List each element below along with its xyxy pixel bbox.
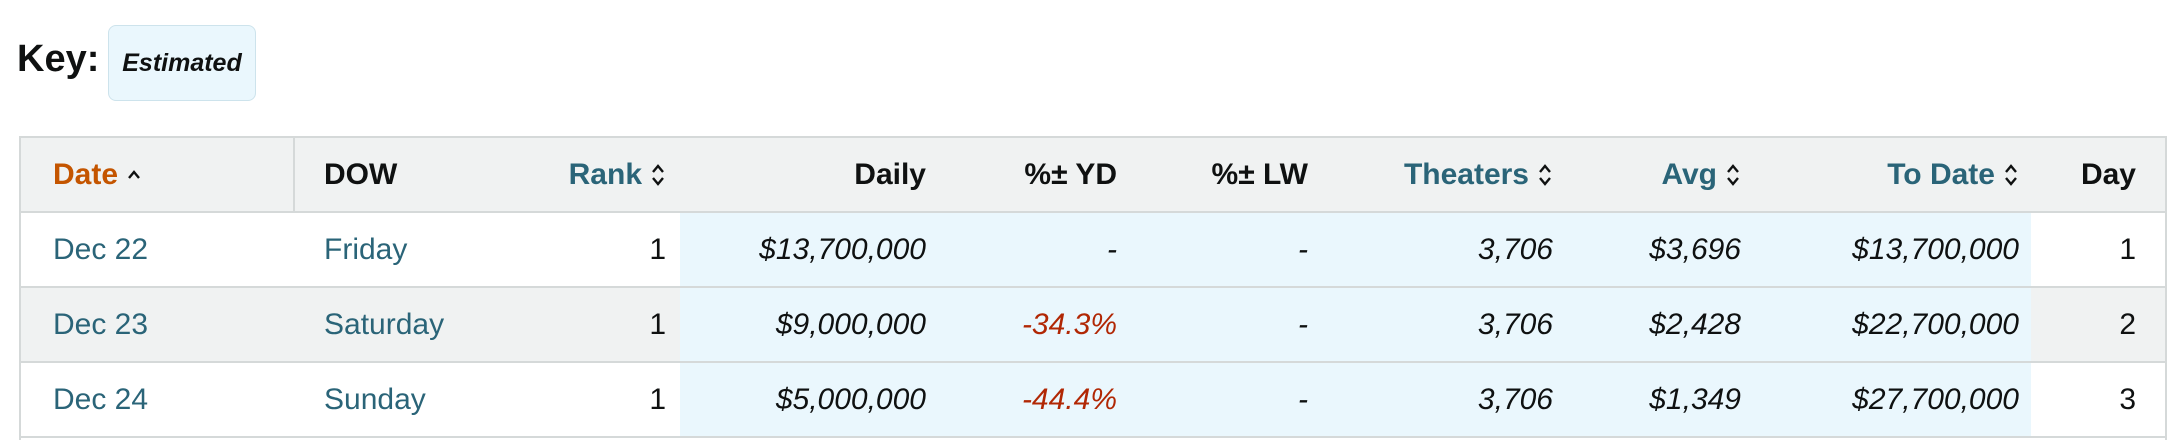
header-text[interactable]: Theaters xyxy=(1403,157,1529,191)
column-header[interactable]: Avg xyxy=(1661,138,1741,211)
table-cell: 1 xyxy=(649,232,666,266)
sort-icon[interactable] xyxy=(650,163,666,187)
header-text[interactable]: Avg xyxy=(1661,157,1717,191)
table-cell[interactable]: Dec 23 xyxy=(53,307,149,341)
highlight xyxy=(680,363,2031,436)
key-label: Key: xyxy=(17,38,100,80)
sort-icon[interactable] xyxy=(1725,163,1741,187)
table-cell: 1 xyxy=(649,307,666,341)
table-row: Dec 23 Saturday 1 $9,000,000 -34.3% - 3,706 $2,… xyxy=(21,288,2165,363)
table-cell: -44.4% xyxy=(1021,382,1117,416)
header-text: Daily xyxy=(854,157,926,191)
column-header: DOW xyxy=(324,138,397,211)
table-cell: $22,700,000 xyxy=(1852,307,2019,341)
table-cell: $13,700,000 xyxy=(759,232,926,266)
header-text[interactable]: Rank xyxy=(568,157,642,191)
table-row: Dec 22 Friday 1 $13,700,000 - - 3,706 $3,696 $13… xyxy=(21,213,2165,288)
table-cell: 2 xyxy=(2119,307,2136,341)
table-cell: $9,000,000 xyxy=(775,307,926,341)
sort-icon[interactable] xyxy=(1537,163,1553,187)
sort-icon[interactable] xyxy=(126,163,142,187)
column-divider xyxy=(293,138,295,211)
table-cell[interactable]: Dec 22 xyxy=(53,232,149,266)
table-cell[interactable]: Saturday xyxy=(324,307,445,341)
table-cell: 3 xyxy=(2119,382,2136,416)
table-cell: $3,696 xyxy=(1649,232,1741,266)
table-cell: $1,349 xyxy=(1649,382,1741,416)
table-cell: - xyxy=(1298,232,1308,266)
column-header[interactable]: To Date xyxy=(1887,138,2019,211)
highlight xyxy=(680,213,2031,286)
table: Date DOW Rank Daily %± YD %± LW Theaters Avg To … xyxy=(19,136,2167,440)
highlight xyxy=(680,288,2031,361)
table-cell: - xyxy=(1107,232,1117,266)
column-header[interactable]: Date xyxy=(53,138,142,211)
table-cell: $2,428 xyxy=(1649,307,1741,341)
table-cell: 3,706 xyxy=(1477,382,1553,416)
header-text: Day xyxy=(2080,157,2136,191)
table-cell: $27,700,000 xyxy=(1852,382,2019,416)
table-cell[interactable]: Dec 24 xyxy=(53,382,149,416)
table-cell: 3,706 xyxy=(1477,307,1553,341)
header-row: Date DOW Rank Daily %± YD %± LW Theaters Avg To … xyxy=(21,138,2165,213)
column-header: %± YD xyxy=(1024,138,1117,211)
column-header[interactable]: Theaters xyxy=(1404,138,1553,211)
header-text: DOW xyxy=(324,157,398,191)
header-text[interactable]: Date xyxy=(53,157,119,191)
column-header: Daily xyxy=(854,138,926,211)
table-row: Dec 24 Sunday 1 $5,000,000 -44.4% - 3,706 $1,34… xyxy=(21,363,2165,438)
column-header[interactable]: Rank xyxy=(569,138,666,211)
column-header: Day xyxy=(2081,138,2136,211)
table-cell: -34.3% xyxy=(1021,307,1117,341)
sort-icon[interactable] xyxy=(2003,163,2019,187)
table-cell: 1 xyxy=(2119,232,2136,266)
table-cell[interactable]: Sunday xyxy=(324,382,426,416)
header-text: %± YD xyxy=(1024,157,1117,191)
table-cell: $5,000,000 xyxy=(775,382,926,416)
key-badge: Estimated xyxy=(108,25,256,101)
table-cell: 3,706 xyxy=(1477,232,1553,266)
header-text[interactable]: To Date xyxy=(1887,157,1995,191)
column-header: %± LW xyxy=(1212,138,1308,211)
table-cell[interactable]: Friday xyxy=(324,232,408,266)
table-cell: 1 xyxy=(649,382,666,416)
table-cell: - xyxy=(1298,307,1308,341)
table-cell: $13,700,000 xyxy=(1852,232,2019,266)
header-text: %± LW xyxy=(1211,157,1308,191)
table-cell: - xyxy=(1298,382,1308,416)
